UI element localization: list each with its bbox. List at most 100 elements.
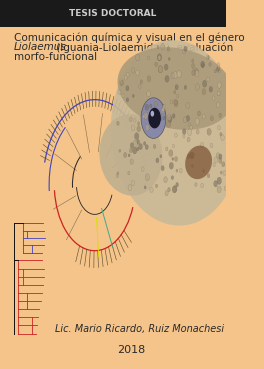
Circle shape	[169, 162, 173, 169]
Circle shape	[209, 62, 211, 66]
Circle shape	[223, 170, 226, 176]
Circle shape	[216, 67, 219, 71]
Circle shape	[154, 101, 157, 107]
Circle shape	[197, 111, 201, 116]
Circle shape	[171, 73, 175, 79]
Circle shape	[195, 183, 197, 186]
Circle shape	[153, 144, 156, 149]
Circle shape	[218, 125, 220, 130]
Circle shape	[218, 65, 220, 69]
Circle shape	[141, 167, 144, 171]
Circle shape	[186, 102, 190, 108]
Circle shape	[169, 150, 173, 156]
Circle shape	[129, 117, 132, 121]
Text: morfo-funcional: morfo-funcional	[13, 52, 97, 62]
Circle shape	[221, 135, 224, 141]
Circle shape	[126, 98, 129, 102]
Circle shape	[195, 84, 199, 90]
Circle shape	[161, 165, 164, 171]
Circle shape	[214, 157, 218, 163]
Circle shape	[165, 191, 168, 196]
Circle shape	[207, 173, 210, 178]
Circle shape	[219, 154, 222, 159]
Circle shape	[174, 100, 178, 107]
Circle shape	[182, 129, 186, 134]
Circle shape	[132, 94, 134, 97]
Circle shape	[222, 162, 225, 167]
Circle shape	[192, 59, 194, 62]
Circle shape	[135, 133, 139, 140]
Circle shape	[126, 86, 129, 91]
Circle shape	[150, 187, 153, 193]
Circle shape	[136, 70, 139, 75]
Circle shape	[163, 116, 165, 120]
Circle shape	[124, 152, 127, 158]
Circle shape	[128, 184, 132, 191]
Circle shape	[165, 76, 169, 82]
Circle shape	[203, 169, 205, 173]
Circle shape	[195, 70, 199, 76]
Circle shape	[217, 82, 221, 88]
Text: TESIS DOCTORAL: TESIS DOCTORAL	[69, 9, 157, 18]
Circle shape	[139, 144, 143, 150]
Circle shape	[156, 158, 159, 163]
Bar	[0, 0, 226, 27]
Circle shape	[175, 156, 178, 162]
Circle shape	[147, 56, 150, 60]
Circle shape	[133, 140, 138, 147]
Circle shape	[164, 177, 167, 183]
Circle shape	[212, 96, 215, 100]
Circle shape	[201, 61, 205, 68]
Circle shape	[162, 104, 164, 107]
Circle shape	[160, 118, 162, 121]
Circle shape	[202, 63, 204, 68]
Circle shape	[130, 148, 133, 153]
Circle shape	[158, 66, 163, 73]
Circle shape	[177, 70, 181, 78]
Circle shape	[196, 129, 199, 134]
Circle shape	[157, 112, 161, 119]
Circle shape	[142, 115, 145, 118]
Circle shape	[138, 122, 140, 125]
Circle shape	[161, 108, 164, 114]
Circle shape	[210, 143, 213, 148]
Text: Liolaemus: Liolaemus	[13, 42, 66, 52]
Circle shape	[172, 114, 175, 118]
Text: Comunicación química y visual en el género: Comunicación química y visual en el géne…	[13, 32, 244, 43]
Circle shape	[141, 98, 166, 138]
Circle shape	[183, 134, 185, 138]
Circle shape	[202, 114, 205, 119]
Circle shape	[214, 69, 216, 73]
Circle shape	[216, 102, 220, 108]
Circle shape	[117, 121, 119, 125]
Circle shape	[120, 80, 124, 86]
Ellipse shape	[117, 47, 234, 130]
Circle shape	[160, 155, 162, 158]
Circle shape	[173, 186, 177, 193]
Circle shape	[217, 177, 221, 184]
Circle shape	[167, 114, 171, 121]
Circle shape	[137, 126, 141, 132]
Circle shape	[161, 43, 165, 49]
Circle shape	[117, 172, 119, 175]
Circle shape	[148, 108, 161, 128]
Circle shape	[168, 187, 170, 192]
Circle shape	[195, 118, 199, 125]
Circle shape	[209, 86, 213, 92]
Circle shape	[164, 64, 168, 70]
Circle shape	[202, 80, 207, 87]
Circle shape	[130, 143, 134, 148]
Circle shape	[210, 116, 213, 121]
Circle shape	[187, 154, 190, 159]
Circle shape	[131, 125, 135, 131]
Circle shape	[133, 147, 137, 154]
Circle shape	[182, 49, 185, 54]
Text: (Iguania-Liolaemidae), evaluación: (Iguania-Liolaemidae), evaluación	[53, 42, 233, 52]
Circle shape	[134, 118, 136, 122]
Circle shape	[168, 116, 172, 123]
Circle shape	[122, 94, 124, 97]
Circle shape	[218, 70, 220, 73]
Circle shape	[214, 180, 218, 187]
Circle shape	[224, 186, 227, 191]
Circle shape	[131, 68, 135, 73]
